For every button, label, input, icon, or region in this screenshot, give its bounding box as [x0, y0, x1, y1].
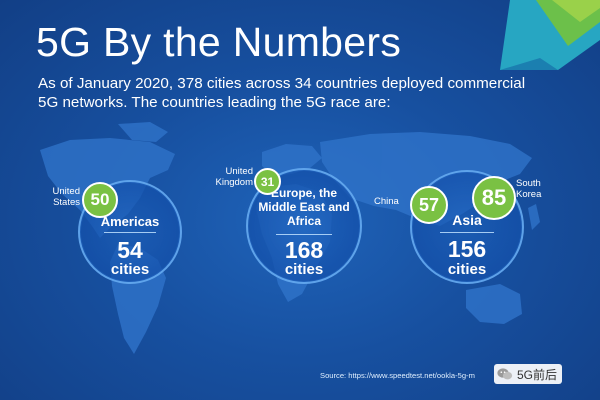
page-subtitle: As of January 2020, 378 cities across 34…	[38, 75, 526, 111]
badge-china: 57	[410, 186, 448, 224]
watermark-text: 5G前后	[517, 367, 558, 382]
label-united-states: United States	[52, 186, 80, 208]
region-name: Asia	[452, 212, 482, 228]
page-title: 5G By the Numbers	[36, 19, 402, 65]
region-divider	[104, 232, 156, 233]
region-city-unit: cities	[284, 261, 324, 278]
badge-south-korea: 85	[472, 176, 516, 220]
watermark: 5G前后	[494, 364, 563, 384]
label-united-kingdom: United Kingdom	[215, 166, 254, 188]
corner-graphic	[500, 0, 600, 70]
badge-united-states: 50	[82, 182, 118, 218]
badge-united-kingdom: 31	[254, 168, 281, 195]
label-china: China	[374, 196, 399, 207]
region-city-count: 156	[447, 236, 487, 262]
region-emea: Europe, the Middle East and Africa 168 c…	[246, 168, 362, 284]
region-city-count: 168	[284, 237, 324, 263]
source-note: Source: https://www.speedtest.net/ookla-…	[320, 371, 475, 380]
wechat-icon	[497, 368, 513, 380]
region-americas: Americas 54 cities	[78, 180, 182, 284]
region-name: Americas	[100, 214, 160, 229]
region-city-unit: cities	[110, 261, 150, 278]
region-city-unit: cities	[447, 261, 487, 278]
region-divider	[276, 234, 332, 235]
region-city-count: 54	[117, 237, 143, 263]
region-divider	[440, 232, 494, 233]
region-name: Europe, the Middle East and Africa	[258, 186, 350, 228]
label-south-korea: South Korea	[516, 178, 542, 200]
